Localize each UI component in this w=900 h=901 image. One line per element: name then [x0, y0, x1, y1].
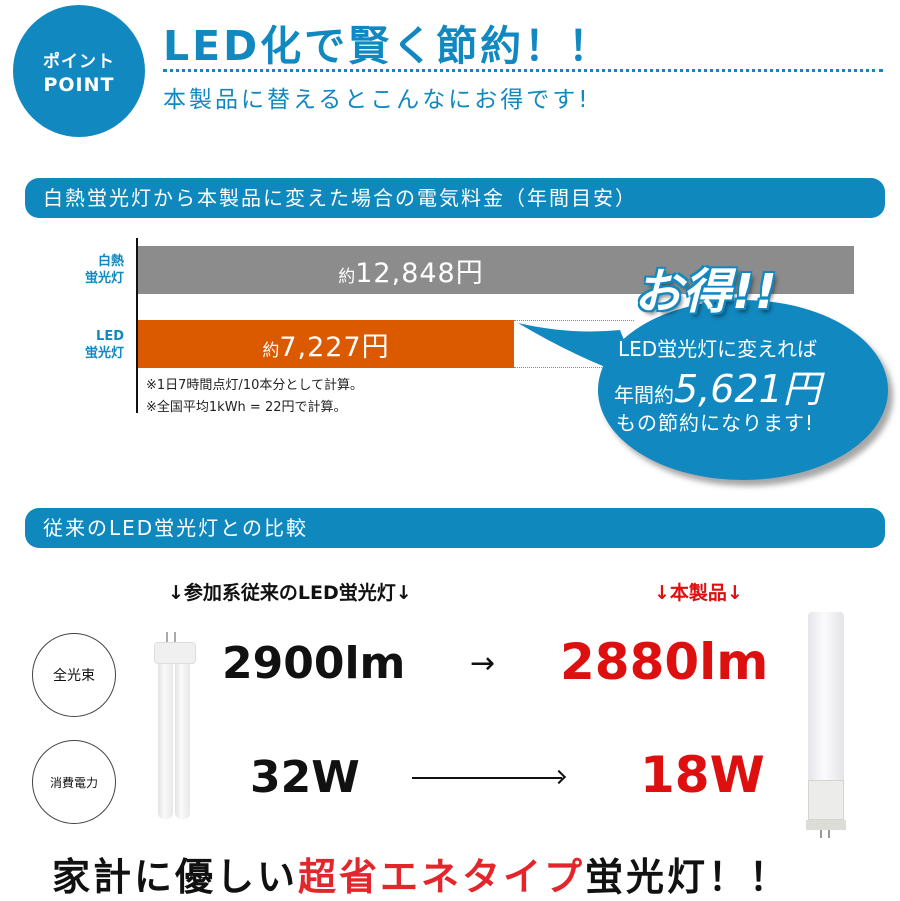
savings-amount: 5,621円: [674, 367, 821, 411]
point-badge-en: POINT: [43, 73, 115, 96]
row-label-led: LED 蛍光灯: [84, 329, 124, 361]
column-heading-conventional: ↓参加系従来のLED蛍光灯↓: [168, 582, 412, 604]
bar-incandescent: 約 12,848円: [138, 246, 854, 294]
point-badge-jp: ポイント: [43, 51, 115, 72]
bar-led: 約 7,227円: [138, 320, 514, 368]
chart-axis: [136, 238, 138, 413]
column-heading-this-product: ↓本製品↓: [654, 582, 743, 604]
bar-prefix: 約: [262, 340, 280, 361]
guide-line-top: [514, 320, 634, 321]
row-label-incandescent: 白熱 蛍光灯: [84, 254, 124, 286]
note-rate: ※全国平均1kWh = 22円で計算。: [146, 400, 347, 415]
bar-value-incandescent: 12,848円: [355, 257, 484, 289]
savings-bubble: [598, 300, 888, 480]
bar-value-led: 7,227円: [279, 331, 390, 363]
long-arrow-icon: [412, 769, 567, 785]
title-divider: [163, 69, 883, 72]
new-power: 18W: [640, 746, 765, 804]
old-power: 32W: [250, 752, 360, 803]
point-badge: ポイント POINT: [13, 5, 145, 137]
bubble-line2: 年間約 5,621円: [614, 358, 821, 413]
old-luminous-flux: 2900lm: [222, 638, 406, 689]
bar-prefix: 約: [338, 266, 356, 287]
bubble-line1: LED蛍光灯に変えれば: [618, 337, 818, 361]
bubble-line3: もの節約になります!: [616, 411, 815, 435]
label-power-consumption: 消費電力: [32, 740, 116, 824]
page-subtitle: 本製品に替えるとこんなにお得です!: [163, 87, 591, 113]
label-luminous-flux: 全光束: [32, 633, 116, 717]
section-header-electricity-cost: 白熱蛍光灯から本製品に変えた場合の電気料金（年間目安）: [25, 178, 885, 218]
conventional-tube-image: [152, 632, 198, 822]
arrow-icon: →: [470, 646, 496, 681]
slogan: 家計に優しい超省エネタイプ蛍光灯！！: [52, 855, 791, 899]
new-luminous-flux: 2880lm: [560, 633, 769, 691]
product-tube-image: [806, 612, 846, 842]
bubble-headline: お得!!: [634, 264, 778, 320]
section-header-comparison: 従来のLED蛍光灯との比較: [25, 508, 885, 548]
note-usage: ※1日7時間点灯/10本分として計算。: [146, 378, 363, 393]
page-title: LED化で賢く節約！！: [163, 22, 613, 70]
